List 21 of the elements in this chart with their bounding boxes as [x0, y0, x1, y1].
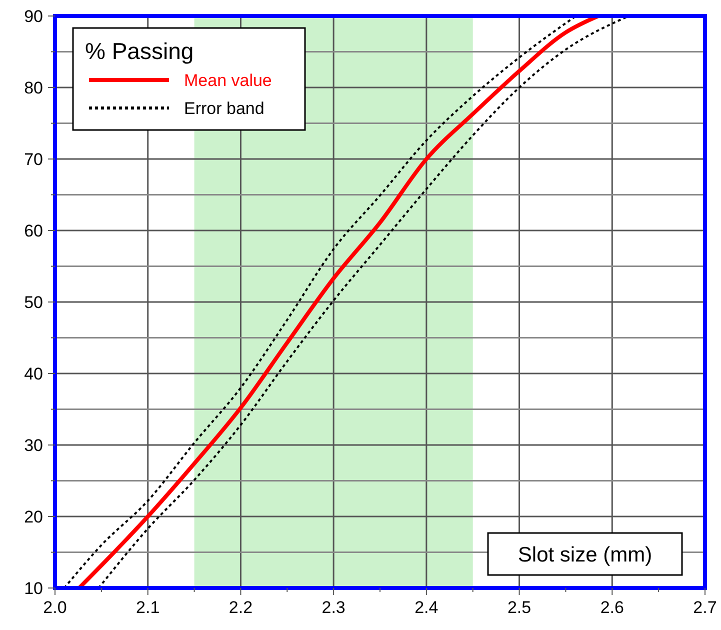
x-tick-label: 2.0: [43, 598, 67, 617]
x-axis-title: Slot size (mm): [518, 543, 652, 566]
y-tick-label: 20: [24, 507, 43, 526]
x-tick-label: 2.3: [322, 598, 346, 617]
y-tick-label: 40: [24, 364, 43, 384]
legend-label: Error band: [184, 98, 264, 118]
y-tick-label: 70: [24, 150, 43, 169]
y-tick-label: 30: [24, 436, 43, 455]
y-tick-label: 80: [24, 78, 43, 98]
x-tick-label: 2.1: [136, 598, 160, 617]
x-tick-label: 2.6: [600, 598, 624, 617]
legend-title: % Passing: [85, 38, 194, 64]
y-tick-label: 90: [24, 6, 43, 26]
y-tick-label: 50: [24, 292, 43, 312]
x-tick-label: 2.2: [228, 598, 253, 617]
x-tick-label: 2.7: [693, 598, 717, 617]
y-tick-label: 10: [24, 578, 43, 598]
x-tick-label: 2.5: [507, 598, 532, 617]
y-tick-label: 60: [24, 221, 43, 240]
x-tick-label: 2.4: [414, 598, 438, 617]
legend-label: Mean value: [184, 70, 272, 90]
